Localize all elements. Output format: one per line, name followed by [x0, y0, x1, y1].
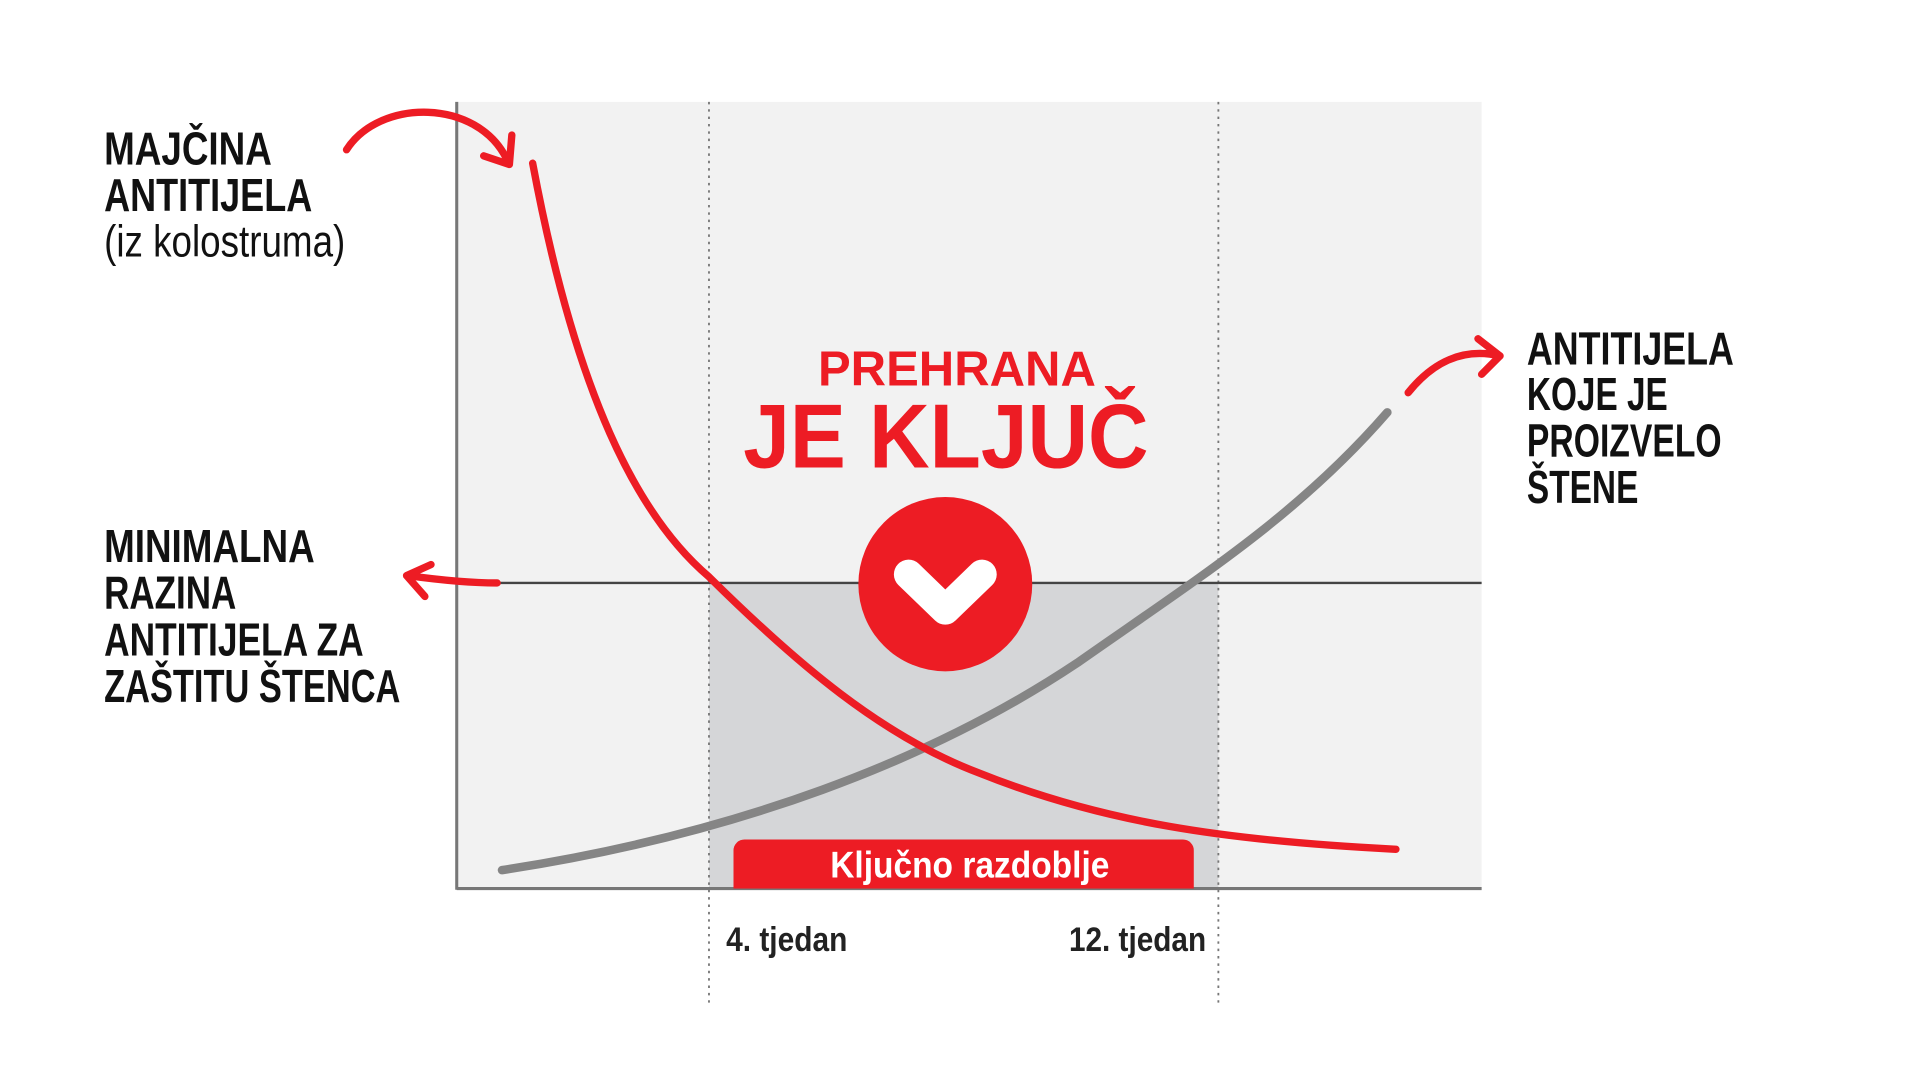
svg-text:PROIZVELO: PROIZVELO — [1527, 414, 1722, 466]
puppy-antibody-label: ANTITIJELA KOJE JE PROIZVELO ŠTENE — [1527, 322, 1734, 513]
minimum-level-label: MINIMALNA RAZINA ANTITIJELA ZA ZAŠTITU Š… — [104, 520, 400, 712]
checkmark-icon — [893, 559, 997, 625]
headline-line2: JE KLJUČ — [743, 385, 1148, 487]
maternal-antibody-curve — [528, 159, 1400, 853]
puppy-arrow-icon — [1404, 335, 1504, 397]
svg-text:ANTITIJELA ZA: ANTITIJELA ZA — [104, 613, 364, 665]
critical-period-pill: Ključno razdoblje — [733, 839, 1194, 889]
svg-text:ANTITIJELA: ANTITIJELA — [1527, 322, 1734, 374]
maternal-arrow-icon — [342, 108, 516, 169]
headline-line1: PREHRANA — [818, 342, 1096, 396]
svg-text:MAJČINA: MAJČINA — [104, 122, 272, 174]
maternal-label: MAJČINA ANTITIJELA (iz kolostruma) — [104, 122, 345, 266]
minimum-arrow-icon — [402, 560, 501, 601]
svg-text:ANTITIJELA: ANTITIJELA — [104, 169, 312, 221]
checkmark-badge — [858, 497, 1033, 672]
svg-text:KOJE JE: KOJE JE — [1527, 368, 1668, 420]
svg-text:(iz kolostruma): (iz kolostruma) — [104, 217, 345, 266]
critical-period-label: Ključno razdoblje — [830, 844, 1109, 885]
svg-text:ŠTENE: ŠTENE — [1527, 461, 1638, 513]
svg-text:MINIMALNA: MINIMALNA — [104, 520, 315, 572]
x-tick-week-4: 4. tjedan — [726, 921, 847, 959]
puppy-antibody-curve — [497, 408, 1392, 875]
svg-text:ZAŠTITU ŠTENCA: ZAŠTITU ŠTENCA — [104, 660, 400, 712]
svg-text:RAZINA: RAZINA — [104, 567, 236, 619]
x-tick-week-12: 12. tjedan — [1069, 921, 1206, 959]
